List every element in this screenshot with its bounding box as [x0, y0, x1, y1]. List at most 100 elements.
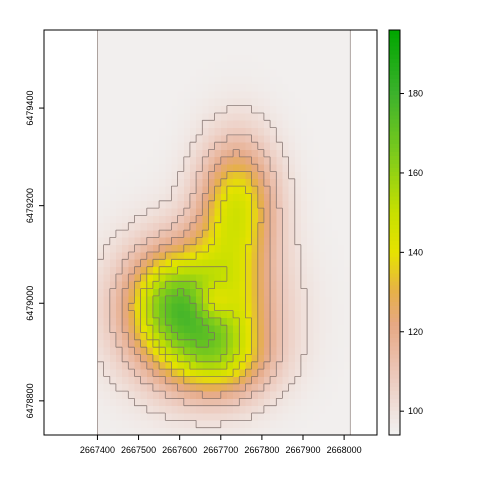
raster-cell: [140, 61, 148, 70]
raster-cell: [325, 369, 333, 377]
raster-cell: [276, 76, 283, 85]
raster-cell: [282, 47, 289, 55]
raster-cell: [196, 164, 203, 172]
raster-cell: [146, 164, 154, 172]
raster-cell: [282, 398, 289, 407]
raster-cell: [146, 266, 154, 275]
raster-cell: [233, 76, 240, 85]
raster-cell: [115, 288, 123, 297]
raster-cell: [331, 391, 339, 399]
raster-cell: [270, 61, 277, 70]
raster-cell: [134, 237, 141, 246]
raster-cell: [214, 76, 222, 85]
raster-cell: [313, 295, 320, 304]
raster-cell: [263, 347, 271, 355]
raster-cell: [103, 134, 111, 143]
raster-cell: [177, 90, 185, 99]
raster-cell: [109, 405, 117, 414]
raster-cell: [177, 361, 185, 370]
raster-cell: [319, 164, 326, 172]
raster-cell: [257, 354, 265, 363]
raster-cell: [220, 413, 228, 421]
raster-cell: [196, 30, 203, 33]
raster-cell: [109, 127, 117, 136]
raster-cell: [103, 120, 111, 128]
raster-cell: [331, 208, 339, 216]
legend-swatch: [389, 179, 400, 185]
raster-cell: [226, 332, 234, 341]
raster-cell: [202, 303, 209, 311]
raster-cell: [189, 347, 197, 355]
raster-cell: [134, 54, 141, 63]
raster-cell: [97, 142, 104, 150]
raster-cell: [196, 347, 203, 355]
raster-cell: [337, 398, 345, 407]
raster-cell: [325, 142, 333, 150]
raster-cell: [263, 427, 271, 436]
raster-cell: [226, 383, 234, 392]
raster-cell: [263, 244, 271, 253]
raster-cell: [307, 317, 314, 326]
raster-cell: [115, 413, 123, 421]
raster-cell: [251, 391, 259, 399]
raster-cell: [183, 259, 191, 268]
raster-cell: [257, 361, 265, 370]
raster-cell: [159, 54, 166, 63]
raster-cell: [251, 266, 259, 275]
raster-cell: [233, 361, 240, 370]
contour-lines: [97, 30, 351, 435]
raster-cell: [97, 178, 104, 187]
raster-cell: [159, 237, 166, 246]
raster-cell: [159, 317, 166, 326]
raster-cell: [344, 112, 351, 121]
raster-cell: [344, 354, 351, 363]
raster-cell: [337, 76, 345, 85]
raster-cell: [146, 354, 154, 363]
raster-cell: [202, 47, 209, 55]
raster-cell: [263, 30, 271, 33]
raster-cell: [251, 193, 259, 202]
raster-cell: [109, 156, 117, 165]
x-tick-label: 2667800: [244, 445, 279, 455]
raster-cell: [251, 30, 259, 33]
raster-cell: [214, 244, 222, 253]
raster-cell: [177, 413, 185, 421]
raster-cell: [115, 98, 123, 106]
raster-cell: [97, 171, 104, 180]
raster-cell: [313, 281, 320, 289]
raster-cell: [214, 120, 222, 128]
raster-cell: [159, 39, 166, 48]
raster-cell: [171, 310, 178, 319]
raster-cell: [307, 273, 314, 282]
legend-swatch: [389, 232, 400, 237]
legend-swatch: [389, 333, 400, 339]
raster-cell: [183, 215, 191, 224]
raster-cell: [257, 266, 265, 275]
raster-cell: [214, 186, 222, 194]
raster-cell: [122, 112, 129, 121]
raster-cell: [196, 90, 203, 99]
raster-cell: [115, 237, 123, 246]
raster-cell: [270, 90, 277, 99]
raster-cell: [109, 76, 117, 85]
raster-cell: [307, 164, 314, 172]
raster-cell: [134, 69, 141, 77]
raster-cell: [109, 376, 117, 385]
raster-cell: [202, 361, 209, 370]
raster-cell: [122, 281, 129, 289]
raster-cell: [239, 310, 246, 319]
raster-cell: [313, 252, 320, 260]
raster-cell: [276, 171, 283, 180]
raster-cell: [165, 112, 172, 121]
raster-cell: [257, 120, 265, 128]
raster-cell: [294, 164, 302, 172]
raster-cell: [288, 32, 296, 41]
raster-cell: [337, 310, 345, 319]
raster-cell: [189, 266, 197, 275]
raster-cell: [220, 427, 228, 436]
raster-cell: [152, 347, 160, 355]
raster-cell: [300, 383, 308, 392]
raster-cell: [300, 427, 308, 436]
raster-cell: [128, 83, 135, 92]
raster-cell: [177, 244, 185, 253]
